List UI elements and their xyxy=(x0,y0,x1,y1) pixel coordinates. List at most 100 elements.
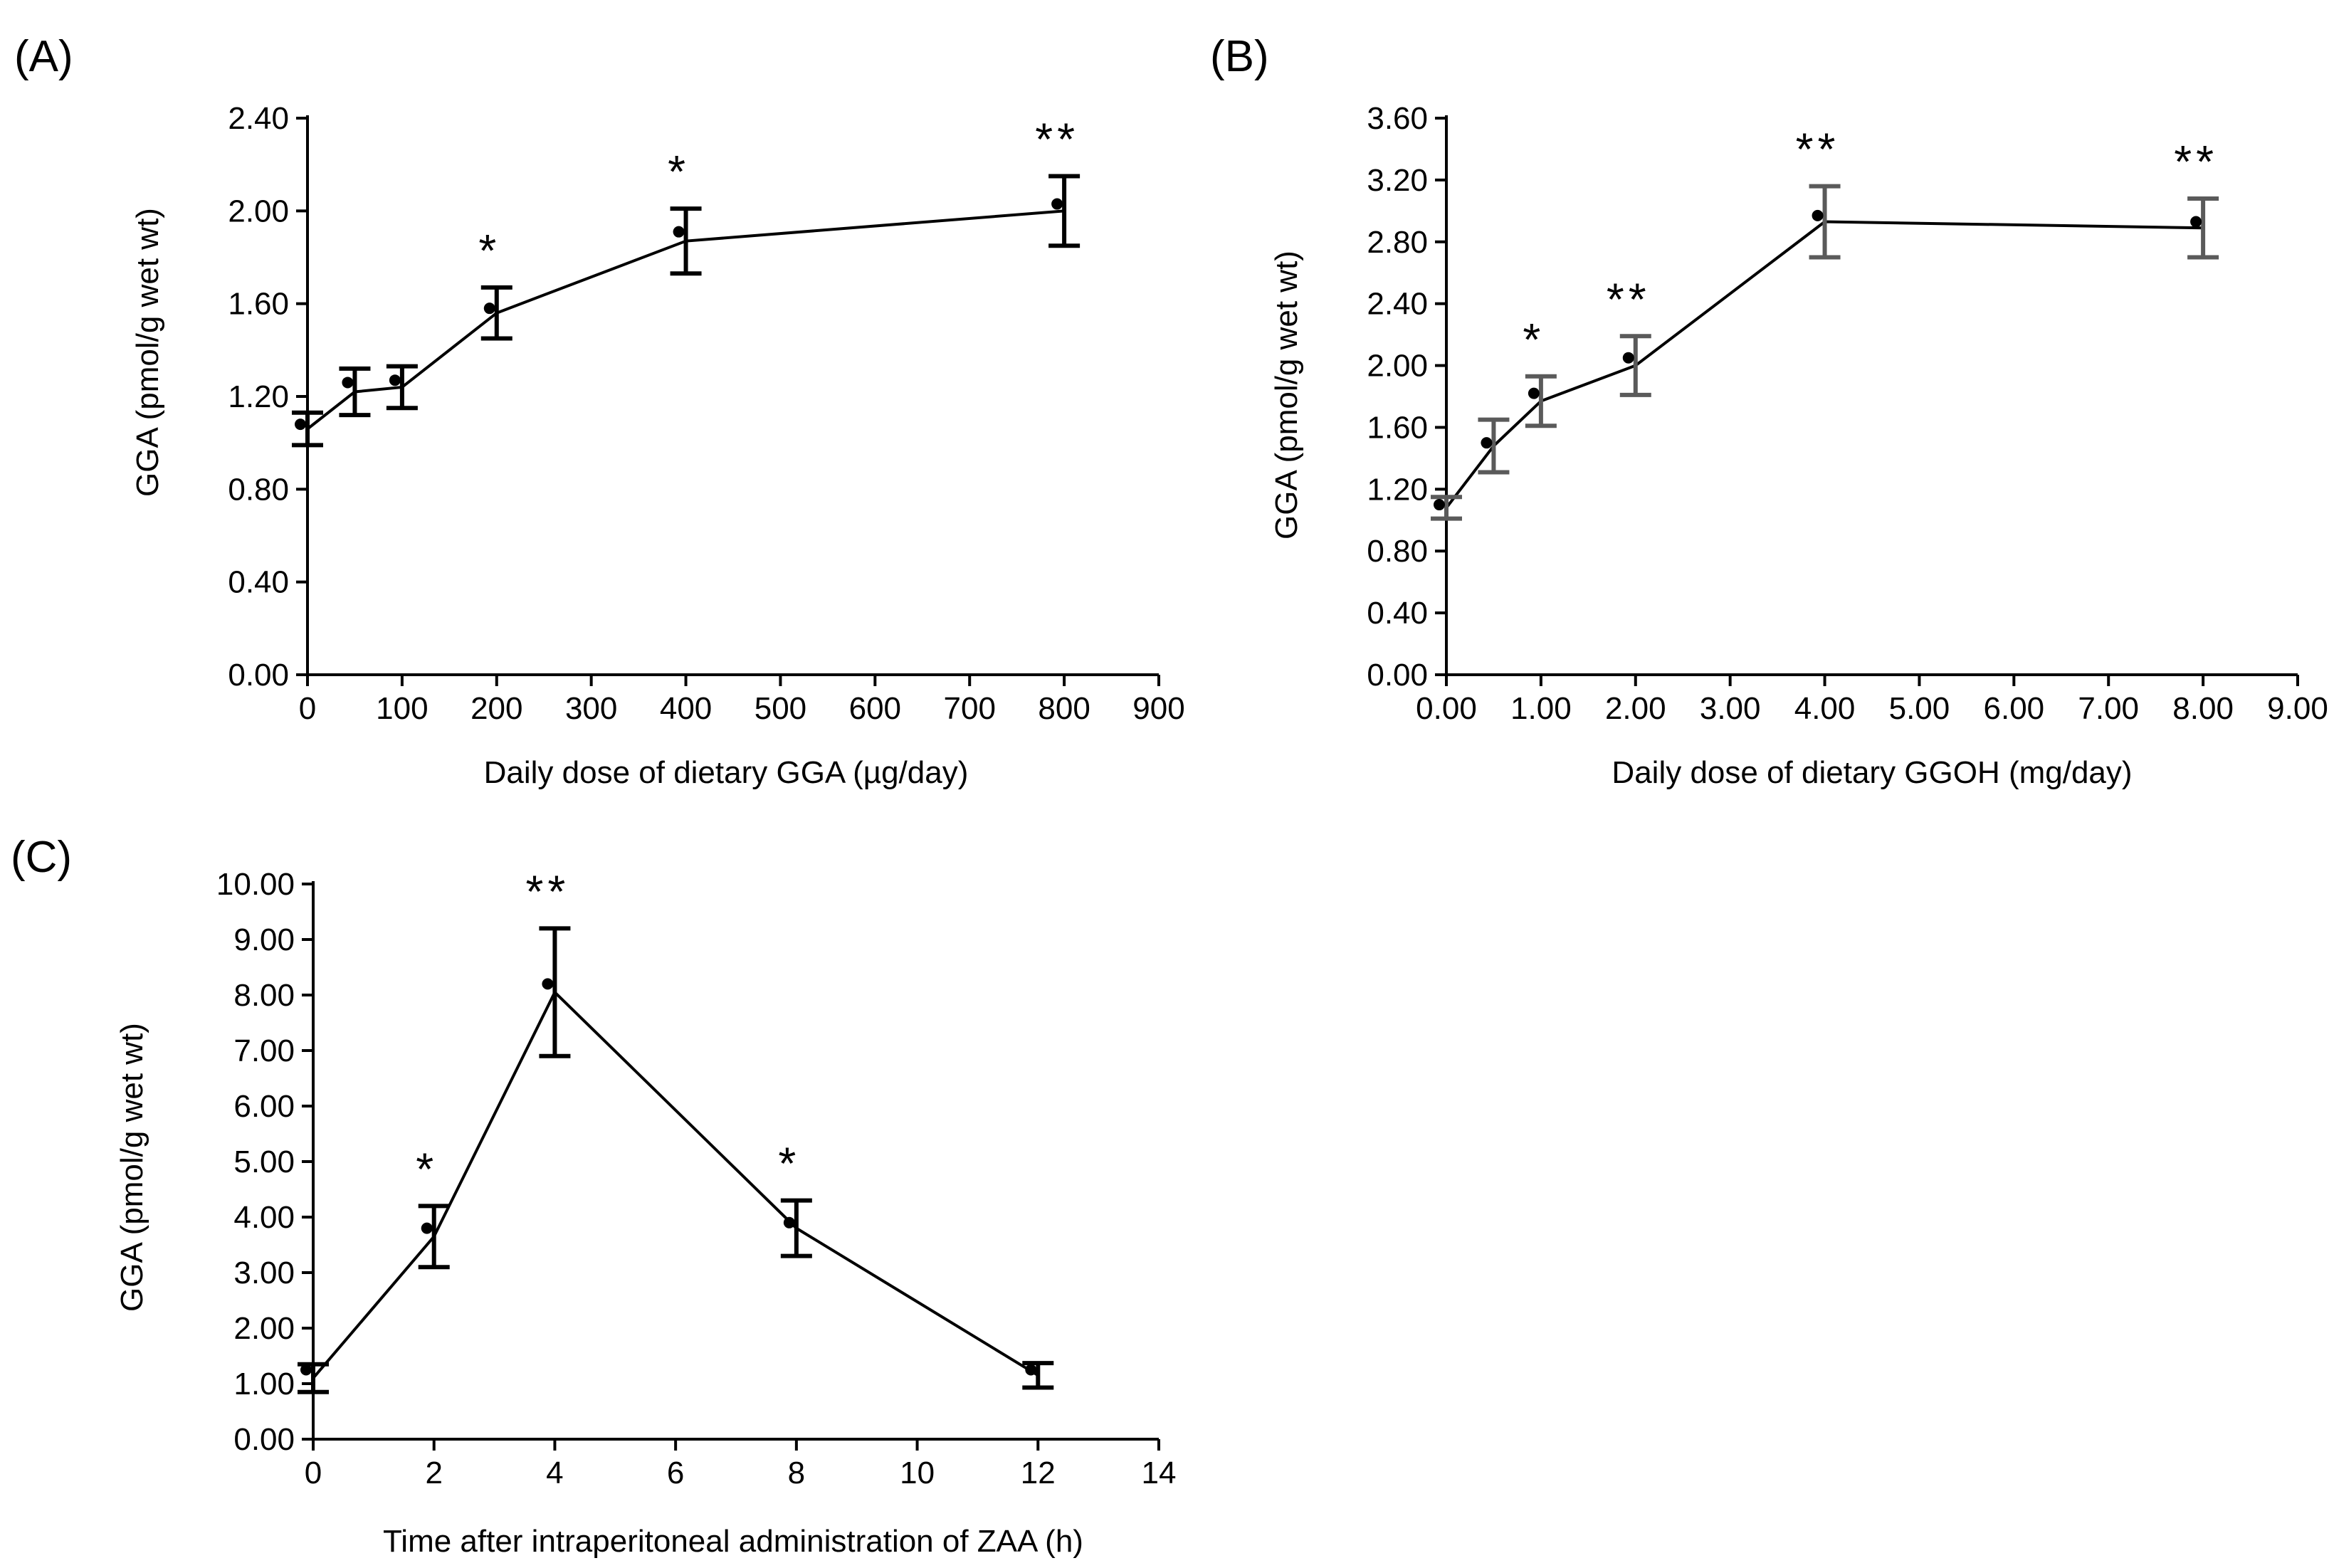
significance-marker: * xyxy=(416,1143,438,1194)
x-tick-label: 4.00 xyxy=(1794,691,1856,726)
x-tick-label: 600 xyxy=(849,691,901,726)
y-axis-title-b: GGA (pmol/g wet wt) xyxy=(1269,251,1304,540)
plot-area-a: 0.00 0.40 0.80 1.20 1.60 2.00 2.40 0 100 200 300 40… xyxy=(228,101,1184,726)
y-tick-label: 2.00 xyxy=(1367,349,1428,384)
x-tick-label: 5.00 xyxy=(1889,691,1950,726)
x-tick-label: 700 xyxy=(944,691,996,726)
x-tick-label: 2.00 xyxy=(1605,691,1666,726)
significance-marker: * xyxy=(778,1138,800,1189)
y-tick-label: 1.60 xyxy=(228,287,289,322)
x-tick-label: 10 xyxy=(900,1456,935,1490)
y-tick-label: 3.60 xyxy=(1367,101,1428,136)
significance-marker: ** xyxy=(1035,113,1079,164)
chart-panel-c: (C) GGA (pmol/g wet wt) Time after intra… xyxy=(11,833,1176,1559)
y-tick-label: 1.00 xyxy=(233,1367,295,1401)
x-tick-label: 12 xyxy=(1021,1456,1056,1490)
x-tick-label: 7.00 xyxy=(2078,691,2139,726)
panel-label-a: (A) xyxy=(14,32,73,81)
y-tick-label: 0.80 xyxy=(1367,534,1428,569)
significance-marker: ** xyxy=(1607,273,1651,325)
data-point xyxy=(542,978,554,990)
significance-marker: * xyxy=(478,225,500,276)
significance-marker: ** xyxy=(2174,136,2218,187)
x-tick-label: 6.00 xyxy=(1984,691,2045,726)
x-tick-label: 14 xyxy=(1142,1456,1177,1490)
y-tick-label: 0.40 xyxy=(228,565,289,600)
x-tick-label: 4 xyxy=(546,1456,563,1490)
significance-marker: ** xyxy=(1796,124,1840,175)
x-tick-label: 8 xyxy=(788,1456,805,1490)
chart-panel-b: (B) GGA (pmol/g wet wt) Daily dose of di… xyxy=(1210,32,2328,790)
y-tick-label: 2.80 xyxy=(1367,225,1428,260)
x-tick-label: 100 xyxy=(376,691,428,726)
significance-marker: * xyxy=(668,146,690,197)
panel-label-c: (C) xyxy=(11,833,72,882)
x-tick-label: 0 xyxy=(299,691,316,726)
data-point xyxy=(1051,198,1063,210)
data-point xyxy=(1528,387,1540,399)
y-tick-label: 1.20 xyxy=(228,379,289,414)
panel-label-b: (B) xyxy=(1210,32,1269,81)
y-axis-title-a: GGA (pmol/g wet wt) xyxy=(130,208,165,497)
y-tick-label: 5.00 xyxy=(233,1145,295,1179)
y-tick-label: 9.00 xyxy=(233,922,295,957)
y-tick-label: 0.00 xyxy=(1367,658,1428,693)
x-tick-label: 500 xyxy=(755,691,806,726)
data-point xyxy=(421,1222,433,1234)
x-axis-title-a: Daily dose of dietary GGA (µg/day) xyxy=(484,755,969,790)
y-tick-label: 7.00 xyxy=(233,1033,295,1068)
y-tick-label: 2.40 xyxy=(228,101,289,136)
x-tick-label: 3.00 xyxy=(1700,691,1761,726)
y-tick-label: 0.40 xyxy=(1367,596,1428,631)
data-point xyxy=(342,377,354,389)
data-point xyxy=(1622,352,1634,364)
y-tick-label: 0.00 xyxy=(228,658,289,693)
y-tick-label: 0.80 xyxy=(228,472,289,507)
x-tick-label: 0.00 xyxy=(1416,691,1477,726)
data-point xyxy=(783,1216,795,1228)
series-line xyxy=(306,209,1065,431)
chart-panel-a: (A) GGA (pmol/g wet wt) Daily dose of di… xyxy=(14,32,1185,790)
y-tick-label: 0.00 xyxy=(233,1422,295,1457)
significance-marker: ** xyxy=(526,865,570,917)
y-axis-title-c: GGA (pmol/g wet wt) xyxy=(115,1023,149,1312)
data-point xyxy=(1025,1364,1037,1376)
y-tick-label: 2.00 xyxy=(233,1311,295,1346)
data-point xyxy=(1812,209,1824,221)
data-point xyxy=(673,226,685,238)
x-tick-label: 300 xyxy=(565,691,617,726)
data-point xyxy=(1481,437,1493,449)
y-tick-label: 3.00 xyxy=(233,1256,295,1290)
y-tick-label: 2.40 xyxy=(1367,287,1428,322)
y-tick-label: 8.00 xyxy=(233,978,295,1013)
x-axis-title-c: Time after intraperitoneal administratio… xyxy=(383,1524,1083,1559)
data-point xyxy=(2190,216,2202,228)
y-tick-label: 4.00 xyxy=(233,1200,295,1235)
data-point xyxy=(389,374,401,386)
plot-area-b: 0.00 0.40 0.80 1.20 1.60 2.00 2.40 2.80 3.20 3.60… xyxy=(1367,101,2328,726)
x-tick-label: 1.00 xyxy=(1510,691,1572,726)
y-tick-label: 1.20 xyxy=(1367,472,1428,507)
significance-marker: * xyxy=(1523,314,1545,365)
x-tick-label: 0 xyxy=(305,1456,322,1490)
y-tick-label: 3.20 xyxy=(1367,163,1428,198)
data-point xyxy=(483,302,495,315)
y-tick-label: 2.00 xyxy=(228,194,289,228)
x-tick-label: 900 xyxy=(1132,691,1184,726)
x-tick-label: 400 xyxy=(660,691,712,726)
x-axis-title-b: Daily dose of dietary GGOH (mg/day) xyxy=(1612,755,2132,790)
x-tick-label: 2 xyxy=(425,1456,442,1490)
y-tick-label: 6.00 xyxy=(233,1089,295,1124)
x-tick-label: 200 xyxy=(470,691,522,726)
y-tick-label: 10.00 xyxy=(216,867,295,902)
x-tick-label: 6 xyxy=(667,1456,684,1490)
data-point xyxy=(300,1364,312,1376)
data-point xyxy=(295,419,306,431)
x-tick-label: 9.00 xyxy=(2267,691,2328,726)
series-line xyxy=(1445,220,2204,509)
plot-area-c: 0.00 1.00 2.00 3.00 4.00 5.00 6.00 7.00 8.00 9.00… xyxy=(216,865,1177,1490)
x-tick-label: 8.00 xyxy=(2172,691,2234,726)
x-tick-label: 800 xyxy=(1038,691,1090,726)
